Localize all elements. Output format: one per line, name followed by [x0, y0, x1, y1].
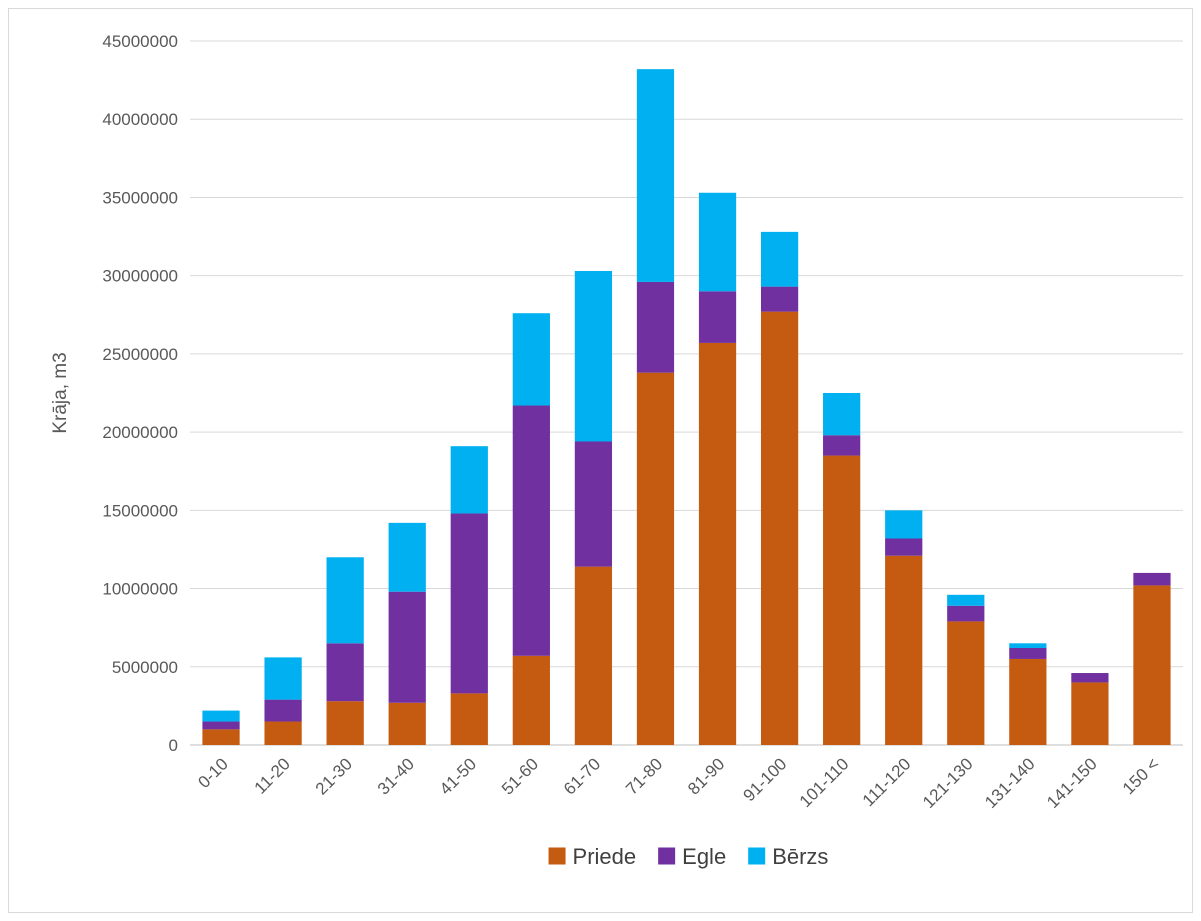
x-tick-label: 111-120 [859, 754, 915, 810]
bar-segment-egle [202, 721, 240, 730]
bar-segment-priede [574, 566, 613, 745]
bar-segment-priede [512, 655, 550, 745]
bar-segment-egle [1009, 648, 1047, 659]
x-tick-labels: 0-10 11-20 21-30 31-40 41-50 51-60 61-70 71-80 8… [194, 754, 1162, 812]
legend-label: Egle [682, 844, 726, 869]
bar-segment-egle [1071, 673, 1109, 683]
bar-segment-priede [823, 455, 861, 745]
x-tick-label: 0-10 [194, 754, 231, 791]
bar-segment-egle [823, 435, 861, 456]
bar-segment-egle [698, 291, 737, 343]
bar-segment-bērzs [388, 522, 426, 592]
bar-segment-egle [636, 281, 675, 373]
bar-segment-egle [947, 605, 985, 622]
x-tick-label: 61-70 [560, 754, 604, 798]
y-tick-label: 15000000 [102, 501, 178, 520]
x-tick-label: 141-150 [1043, 754, 1101, 812]
x-tick-label: 11-20 [251, 754, 294, 797]
x-tick-label: 41-50 [436, 754, 480, 798]
legend-label: Bērzs [772, 844, 828, 869]
bar-segment-bērzs [202, 710, 240, 722]
bar-segment-priede [1071, 682, 1109, 745]
legend-swatch-egle [658, 847, 676, 865]
bar-segment-priede [760, 311, 799, 745]
y-tick-label: 20000000 [102, 423, 178, 442]
bar-segment-egle [326, 643, 364, 702]
bar-segment-bērzs [450, 446, 488, 514]
y-tick-label: 45000000 [102, 32, 178, 51]
bar-segment-bērzs [636, 69, 675, 282]
bar-segment-priede [450, 693, 488, 745]
bar-segment-egle [885, 538, 923, 556]
bar-segment-egle [388, 591, 426, 703]
bar-segment-priede [1009, 658, 1047, 745]
x-tick-label: 121-130 [919, 754, 977, 812]
bar-segment-bērzs [512, 313, 550, 406]
y-tick-label: 5000000 [112, 658, 178, 677]
bar-segment-bērzs [760, 231, 799, 287]
x-tick-label: 31-40 [374, 754, 418, 798]
bar-segment-egle [512, 405, 550, 656]
bar-segment-bērzs [823, 393, 861, 436]
bar-segment-bērzs [1009, 643, 1047, 649]
bar-segment-priede [264, 721, 302, 745]
x-tick-label: 71-80 [622, 754, 666, 798]
bar-segment-priede [636, 372, 675, 745]
y-tick-labels: 0 5000000 10000000 15000000 20000000 25000000… [102, 32, 178, 755]
y-tick-label: 25000000 [102, 345, 178, 364]
legend-label: Priede [573, 844, 637, 869]
bar-segment-priede [698, 342, 737, 745]
y-tick-label: 0 [169, 736, 178, 755]
bar-segment-priede [1133, 585, 1171, 745]
bar-segment-bērzs [698, 192, 737, 292]
bar-segment-egle [574, 441, 613, 567]
bar-segment-bērzs [326, 557, 364, 644]
bar-segment-bērzs [264, 657, 302, 700]
x-tick-label: 91-100 [740, 754, 791, 805]
y-axis-title: Krāja, m3 [50, 352, 71, 433]
bar-segment-bērzs [947, 594, 985, 606]
bar-segment-egle [264, 699, 302, 722]
bar-segment-priede [388, 702, 426, 745]
bar-segment-bērzs [885, 510, 923, 539]
x-tick-label: 101-110 [796, 754, 853, 811]
legend-swatch-bērzs [748, 847, 766, 865]
bar-segment-priede [947, 621, 985, 745]
bar-segment-priede [885, 555, 923, 745]
bars [202, 69, 1171, 745]
y-tick-label: 30000000 [102, 267, 178, 286]
y-tick-label: 10000000 [102, 580, 178, 599]
bar-segment-priede [326, 701, 364, 745]
x-tick-label: 21-30 [312, 754, 356, 798]
legend: Priede Egle Bērzs [548, 844, 828, 869]
x-tick-label: 150 < [1119, 754, 1163, 798]
y-tick-label: 35000000 [102, 188, 178, 207]
y-tick-label: 40000000 [102, 110, 178, 129]
bar-segment-priede [202, 729, 240, 745]
x-tick-label: 131-140 [981, 754, 1039, 812]
bar-segment-egle [760, 286, 799, 312]
legend-swatch-priede [548, 847, 566, 865]
x-tick-label: 81-90 [684, 754, 728, 798]
bar-segment-bērzs [574, 270, 613, 442]
bar-segment-egle [1133, 572, 1171, 586]
bar-segment-egle [450, 513, 488, 694]
x-tick-label: 51-60 [498, 754, 542, 798]
